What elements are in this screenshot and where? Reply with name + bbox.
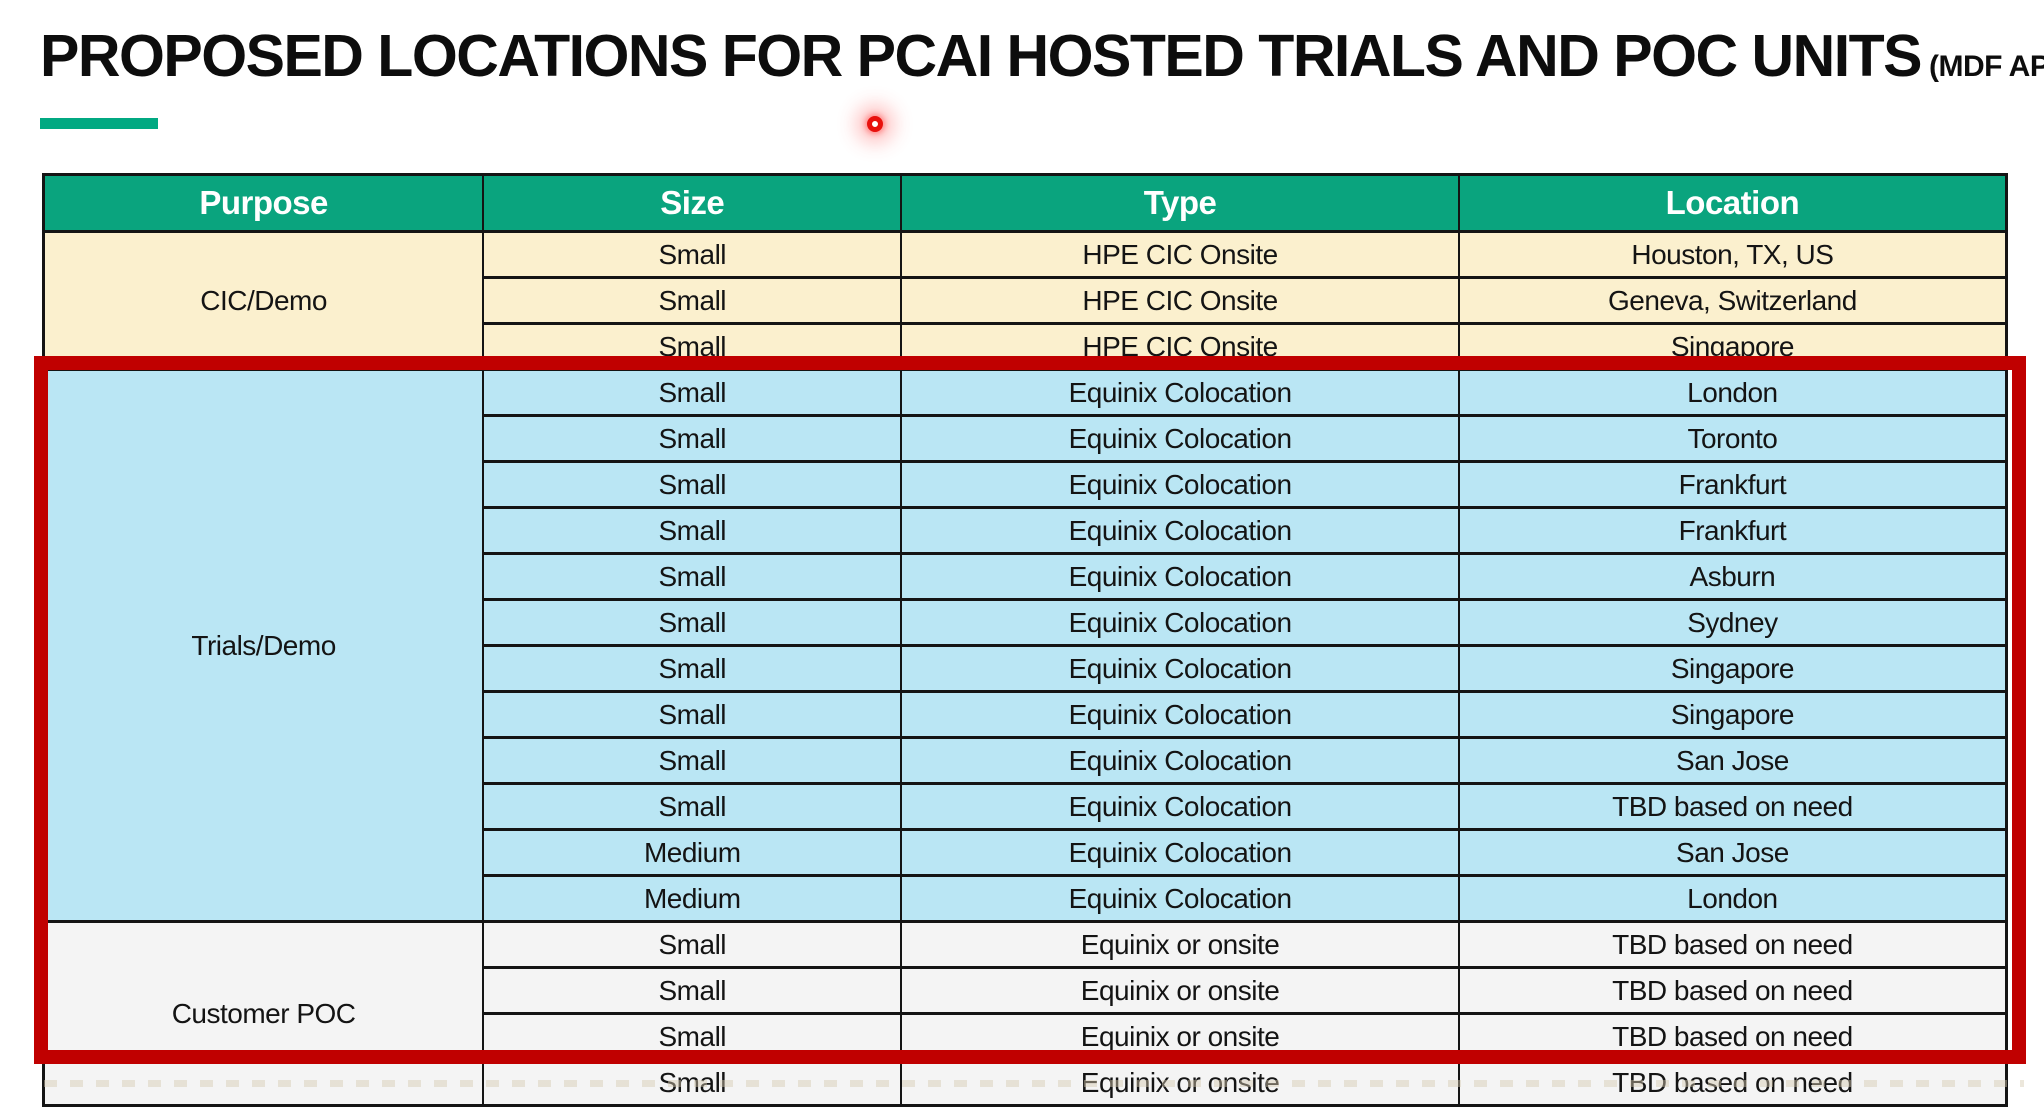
type-cell: Equinix Colocation — [900, 828, 1460, 877]
page-header: PROPOSED LOCATIONS FOR PCAI HOSTED TRIAL… — [40, 22, 2044, 90]
location-cell: Singapore — [1457, 644, 2008, 693]
size-cell: Small — [482, 1058, 903, 1107]
table-header-row: Purpose Size Type Location — [42, 174, 2008, 233]
table-row: Trials/Demo Small Equinix Colocation London — [42, 368, 2008, 923]
type-cell: Equinix or onsite — [900, 1012, 1460, 1061]
location-cell: Frankfurt — [1457, 506, 2008, 555]
location-cell: Asburn — [1457, 552, 2008, 601]
table-row: Small Equinix Colocation Frankfurt — [44, 506, 2008, 555]
location-cell: TBD based on need — [1457, 966, 2008, 1015]
type-cell: Equinix Colocation — [900, 782, 1460, 831]
table-row: Small Equinix Colocation Toronto — [44, 414, 2008, 463]
location-cell: London — [1457, 874, 2008, 923]
page-title-suffix: (MDF APPROVED) — [1928, 50, 2044, 83]
type-cell: Equinix Colocation — [900, 368, 1460, 417]
location-cell: Toronto — [1457, 414, 2008, 463]
size-cell: Small — [482, 598, 903, 647]
type-cell: HPE CIC Onsite — [900, 276, 1460, 325]
table-row: Small Equinix Colocation TBD based on need — [44, 782, 2008, 831]
size-cell: Small — [482, 414, 903, 463]
table-row: Small Equinix Colocation Frankfurt — [44, 460, 2008, 509]
laser-pointer-dot — [867, 116, 883, 132]
type-cell: Equinix or onsite — [900, 966, 1460, 1015]
location-cell: London — [1457, 368, 2008, 417]
size-cell: Small — [482, 966, 903, 1015]
size-cell: Medium — [482, 828, 903, 877]
purpose-cell: CIC/Demo — [42, 230, 485, 371]
location-cell: San Jose — [1457, 828, 2008, 877]
location-cell: TBD based on need — [1457, 782, 2008, 831]
size-cell: Small — [482, 1012, 903, 1061]
table-row: Medium Equinix Colocation London — [44, 874, 2008, 923]
table-row: Small Equinix Colocation Sydney — [44, 598, 2008, 647]
table-row: Medium Equinix Colocation San Jose — [44, 828, 2008, 877]
location-cell: TBD based on need — [1457, 1058, 2008, 1107]
page-title: PROPOSED LOCATIONS FOR PCAI HOSTED TRIAL… — [40, 23, 1922, 89]
table-row: Small Equinix Colocation Singapore — [44, 644, 2008, 693]
size-cell: Small — [482, 506, 903, 555]
locations-table: Purpose Size Type Location CIC/Demo Small… — [42, 173, 2008, 1107]
location-cell: Frankfurt — [1457, 460, 2008, 509]
locations-table-container: Purpose Size Type Location CIC/Demo Small… — [42, 173, 2008, 1107]
location-cell: TBD based on need — [1457, 1012, 2008, 1061]
location-cell: TBD based on need — [1457, 920, 2008, 969]
size-cell: Small — [482, 644, 903, 693]
table-row: Small Equinix Colocation San Jose — [44, 736, 2008, 785]
size-cell: Small — [482, 782, 903, 831]
location-cell: Geneva, Switzerland — [1457, 276, 2008, 325]
type-cell: Equinix or onsite — [900, 1058, 1460, 1107]
type-cell: Equinix Colocation — [900, 736, 1460, 785]
type-cell: Equinix Colocation — [900, 598, 1460, 647]
column-header-type: Type — [900, 174, 1460, 233]
size-cell: Small — [482, 276, 903, 325]
table-row: Small Equinix Colocation Asburn — [44, 552, 2008, 601]
size-cell: Small — [482, 552, 903, 601]
table-row: Customer POC Small Equinix or onsite TBD ba… — [42, 920, 2008, 1107]
type-cell: Equinix Colocation — [900, 552, 1460, 601]
table-row: Small Equinix or onsite TBD based on need — [44, 966, 2008, 1015]
location-cell: Singapore — [1457, 322, 2008, 371]
location-cell: San Jose — [1457, 736, 2008, 785]
size-cell: Small — [482, 230, 903, 279]
type-cell: HPE CIC Onsite — [900, 322, 1460, 371]
type-cell: Equinix Colocation — [900, 644, 1460, 693]
table-row: CIC/Demo Small HPE CIC Onsite Houston, TX, … — [42, 230, 2008, 371]
type-cell: Equinix or onsite — [900, 920, 1460, 969]
purpose-cell: Customer POC — [42, 920, 485, 1107]
size-cell: Small — [482, 322, 903, 371]
type-cell: HPE CIC Onsite — [900, 230, 1460, 279]
type-cell: Equinix Colocation — [900, 506, 1460, 555]
type-cell: Equinix Colocation — [900, 460, 1460, 509]
type-cell: Equinix Colocation — [900, 414, 1460, 463]
title-accent-bar — [40, 118, 158, 129]
column-header-location: Location — [1457, 174, 2008, 233]
column-header-purpose: Purpose — [42, 174, 485, 233]
table-row: Small HPE CIC Onsite Geneva, Switzerland — [44, 276, 2008, 325]
table-row: Small Equinix Colocation Singapore — [44, 690, 2008, 739]
size-cell: Small — [482, 920, 903, 969]
type-cell: Equinix Colocation — [900, 874, 1460, 923]
location-cell: Singapore — [1457, 690, 2008, 739]
size-cell: Small — [482, 690, 903, 739]
size-cell: Small — [482, 368, 903, 417]
size-cell: Small — [482, 736, 903, 785]
location-cell: Houston, TX, US — [1457, 230, 2008, 279]
purpose-cell: Trials/Demo — [42, 368, 485, 923]
type-cell: Equinix Colocation — [900, 690, 1460, 739]
column-header-size: Size — [482, 174, 903, 233]
location-cell: Sydney — [1457, 598, 2008, 647]
size-cell: Medium — [482, 874, 903, 923]
size-cell: Small — [482, 460, 903, 509]
